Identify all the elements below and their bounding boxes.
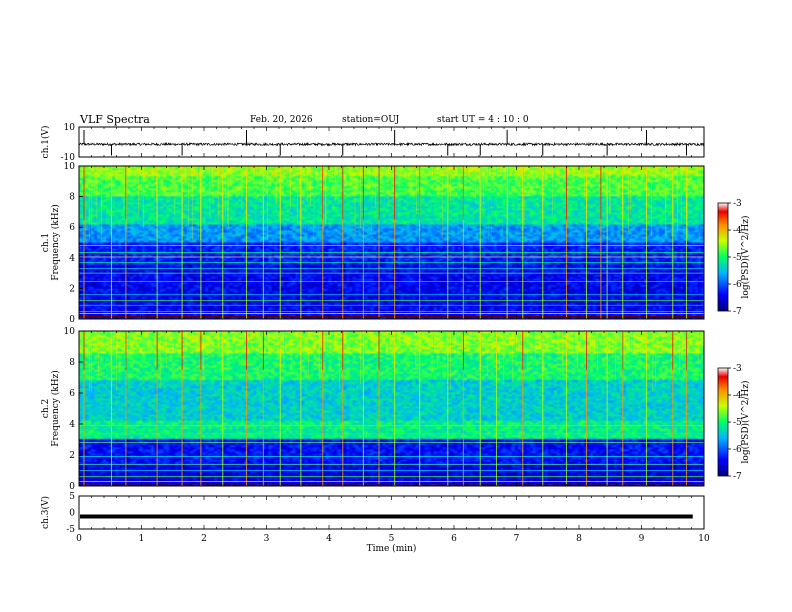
ch3-waveform-frame: [78, 495, 705, 530]
ch1-ylabel: ch.1(V): [40, 126, 51, 159]
colorbar-2-tick-label: -6: [733, 445, 742, 455]
ticks: [78, 127, 705, 157]
ticks: [78, 166, 705, 319]
x-tick-label: 4: [326, 534, 332, 544]
spec2-ytick: 2: [69, 451, 75, 461]
spectrogram-1: [79, 166, 704, 319]
spec1-ytick: 8: [69, 193, 75, 203]
date-label: Feb. 20, 2026: [250, 115, 313, 125]
colorbar-1-tick-label: -4: [733, 226, 742, 236]
x-tick-label: 0: [76, 534, 82, 544]
spec1-ytick: 10: [64, 162, 76, 172]
x-tick-label: 1: [139, 534, 145, 544]
colorbar-1-label: log(PSD)(V^2/Hz): [740, 216, 751, 299]
spec2-ytick: 8: [69, 358, 75, 368]
start-time-label: start UT = 4 : 10 : 0: [437, 115, 529, 125]
spec1-ytick: 6: [69, 223, 75, 233]
colorbar-2-tick-label: -7: [733, 472, 742, 482]
spectrogram-2: [79, 331, 704, 486]
spec1-ylabel-freq: Frequency (kHz): [50, 204, 61, 281]
ch3-ytick: -5: [66, 525, 75, 535]
ch1-ytick-bottom: -10: [61, 153, 76, 163]
spec2-ytick: 6: [69, 389, 75, 399]
ch3-ylabel: ch.3(V): [40, 496, 51, 529]
spec2-ytick: 0: [69, 482, 75, 492]
ch3-ytick: 5: [69, 492, 75, 502]
ch1-waveform-frame: [78, 126, 705, 158]
x-tick-label: 3: [264, 534, 270, 544]
spec2-ylabel: ch.2: [41, 399, 51, 418]
spectrogram-background: [79, 331, 704, 486]
x-tick-label: 7: [514, 534, 520, 544]
colorbar-1-tick-label: -7: [733, 307, 742, 317]
ticks: [78, 331, 705, 486]
x-tick-label: 2: [201, 534, 207, 544]
colorbar-2-label: log(PSD)(V^2/Hz): [740, 381, 751, 464]
colorbar-2-tick-label: -4: [733, 391, 742, 401]
colorbar-2-tick-label: -5: [733, 418, 742, 428]
x-tick-label: 5: [389, 534, 395, 544]
spectrogram-background: [79, 166, 704, 319]
spec1-ytick: 4: [69, 254, 75, 264]
chart-title: VLF Spectra: [80, 113, 150, 126]
x-tick-label: 9: [639, 534, 645, 544]
spec1-ylabel: ch.1: [41, 233, 51, 252]
ch1-ytick-top: 10: [64, 123, 76, 133]
ch1-waveform-line: [78, 141, 705, 147]
ticks: [78, 496, 705, 529]
colorbar-1-tick-label: -3: [733, 199, 742, 209]
colorbar-2-tick-label: -3: [733, 364, 742, 374]
spec2-ytick: 10: [64, 327, 76, 337]
colorbar-1-tick-label: -6: [733, 280, 742, 290]
x-tick-label: 10: [698, 534, 710, 544]
spec2-ylabel-freq: Frequency (kHz): [50, 370, 61, 447]
colorbar-1: [717, 202, 729, 312]
colorbar-1-tick-label: -5: [733, 253, 742, 263]
spec1-ytick: 2: [69, 284, 75, 294]
spec2-ytick: 4: [69, 420, 75, 430]
spec1-ytick: 0: [69, 315, 75, 325]
station-label: station=OUJ: [342, 115, 400, 125]
x-tick-label: 6: [451, 534, 457, 544]
x-axis-label: Time (min): [367, 543, 417, 554]
ch3-ytick: 0: [69, 509, 75, 519]
x-tick-label: 8: [576, 534, 582, 544]
colorbar-2: [717, 367, 729, 477]
